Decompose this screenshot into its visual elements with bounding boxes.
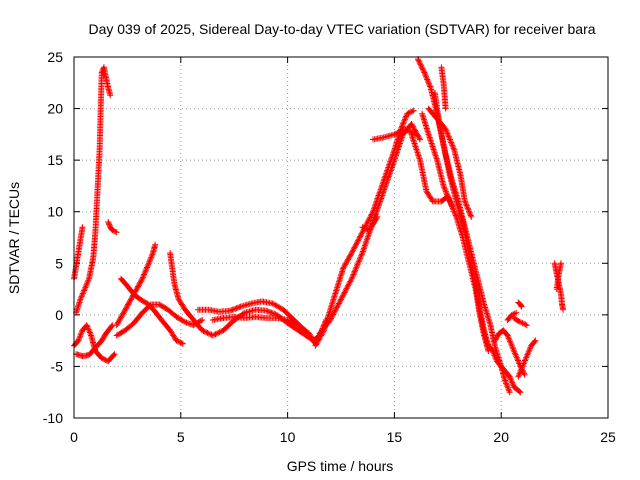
data-marker [438,64,449,112]
series-arc-7 [113,241,159,329]
data-marker [209,313,319,347]
y-tick-label: 20 [47,101,63,117]
data-marker [419,110,492,354]
series-arc-24 [515,299,525,310]
series-arc-20 [432,90,513,396]
y-axis-label: SDTVAR / TECUs [6,182,22,294]
chart-title: Day 039 of 2025, Sidereal Day-to-day VTE… [88,21,595,37]
series-arc-5 [105,219,120,236]
x-tick-label: 0 [70,429,78,445]
series-arc-9 [167,250,319,345]
series-arc-25 [511,315,530,329]
series-arc-4 [73,64,114,316]
y-tick-label: 10 [47,204,63,220]
y-tick-label: 15 [47,152,63,168]
y-tick-label: 25 [47,49,63,65]
data-marker [359,213,381,234]
series-arc-3 [73,322,116,360]
x-tick-label: 15 [387,429,403,445]
plot-border [73,56,609,419]
data-marker [73,322,116,360]
series-arc-14 [359,213,381,234]
data-marker [105,219,120,236]
series-arc-23 [504,309,520,323]
x-tick-label: 25 [600,429,616,445]
grid [74,57,608,418]
series-arc-18 [419,110,492,354]
x-tick-label: 5 [177,429,185,445]
data-marker [515,337,539,380]
series-arc-8 [113,301,206,339]
series-arc-28 [553,260,564,293]
x-axis-label: GPS time / hours [287,458,394,474]
y-tick-label: 5 [55,255,63,271]
series-arc-21 [438,64,449,112]
y-tick-label: 0 [55,307,63,323]
data-marker [73,64,114,316]
series-arc-26 [515,337,539,380]
series-arc-11 [209,313,319,347]
data-marker [167,250,319,345]
data-marker [504,309,520,323]
x-tick-label: 10 [280,429,296,445]
data-marker [113,301,206,339]
y-tick-label: -10 [43,410,63,426]
data-marker [515,299,525,310]
data-marker [553,260,564,293]
x-tick-label: 20 [493,429,509,445]
y-tick-label: -5 [51,358,64,374]
data-marker [511,315,530,329]
data-marker [432,90,513,396]
data-marker [113,241,159,329]
